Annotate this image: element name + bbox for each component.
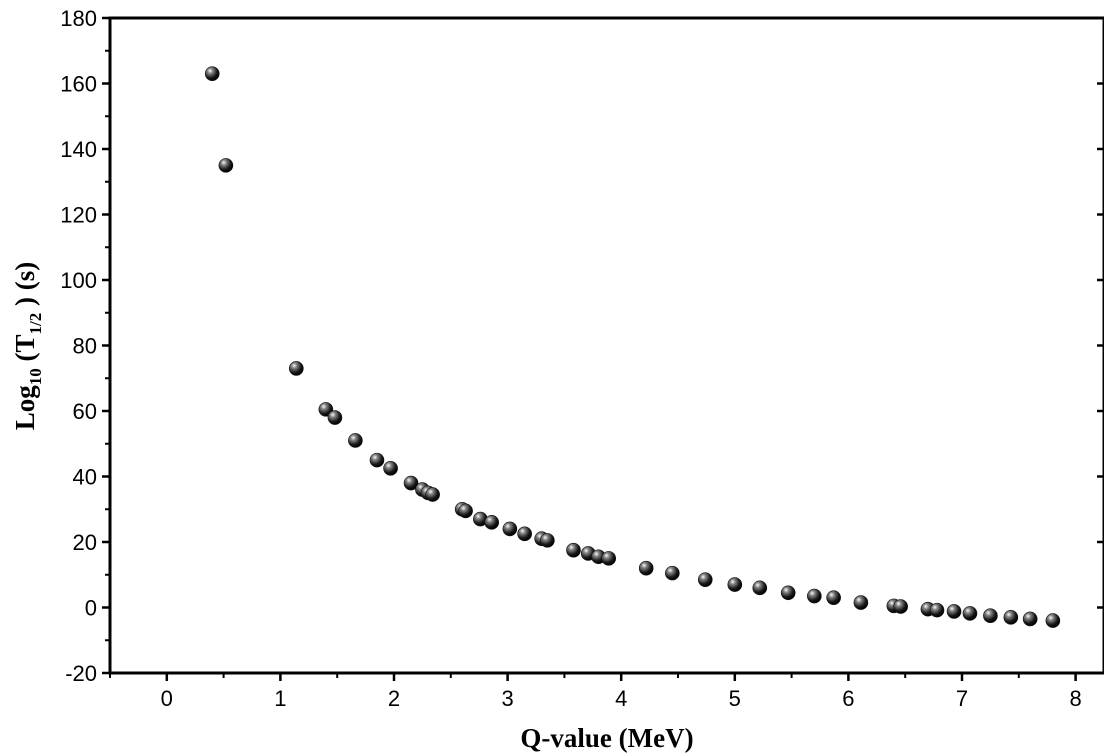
y-axis-title-suffix: ) (s)	[10, 262, 40, 313]
data-point	[807, 588, 822, 604]
y-tick-label: 180	[60, 6, 97, 31]
data-point	[697, 572, 713, 587]
y-tick-label: 60	[73, 399, 97, 424]
x-tick-label: 1	[274, 686, 286, 711]
data-point	[218, 158, 234, 173]
data-point	[929, 602, 945, 618]
data-point	[780, 585, 796, 601]
data-point	[369, 452, 385, 468]
y-tick-label: 140	[60, 137, 97, 162]
tick-labels: 0 1 2 3 4 5 6 7 8 -20 0 20 40 60 80 100 120 140 160 180	[60, 6, 1081, 711]
y-tick-label: 160	[60, 72, 97, 97]
data-point	[425, 487, 440, 502]
data-point	[1045, 613, 1061, 628]
data-point	[665, 565, 680, 581]
data-point	[383, 461, 398, 476]
x-axis-title: Q-value (MeV)	[520, 723, 693, 753]
y-axis-title-sub1: 10	[26, 368, 45, 385]
data-point	[484, 515, 499, 530]
data-point	[289, 361, 304, 376]
data-point	[403, 475, 419, 491]
x-tick-label: 3	[501, 686, 513, 711]
y-tick-label: 20	[73, 530, 97, 555]
data-point	[204, 66, 220, 81]
data-point	[566, 542, 581, 558]
y-tick-label: 40	[73, 465, 97, 490]
data-point	[502, 521, 518, 537]
y-tick-label: 120	[60, 203, 97, 228]
y-tick-label: -20	[65, 661, 97, 686]
data-point	[540, 533, 555, 548]
data-point	[962, 606, 978, 621]
data-point	[893, 599, 908, 614]
y-tick-label: 0	[85, 596, 97, 621]
y-axis-title-group: Log10 (T1/2 ) (s)	[10, 262, 45, 430]
data-point	[327, 410, 343, 425]
x-tick-label: 7	[956, 686, 968, 711]
data-point	[348, 433, 363, 448]
axis-ticks	[102, 16, 1104, 681]
x-tick-label: 6	[842, 686, 854, 711]
data-point	[853, 595, 869, 610]
plot-frame	[108, 16, 1104, 675]
data-point	[638, 560, 654, 576]
x-tick-label: 4	[615, 686, 627, 711]
x-tick-label: 8	[1069, 686, 1081, 711]
y-axis-title-sub2: 1/2	[26, 313, 45, 335]
data-point	[983, 608, 998, 623]
y-axis-title: Log10 (T1/2 ) (s)	[10, 262, 45, 430]
y-tick-label: 100	[60, 268, 97, 293]
y-tick-label: 80	[73, 334, 97, 359]
data-point	[517, 526, 532, 542]
x-tick-label: 5	[729, 686, 741, 711]
y-axis-title-prefix: Log	[10, 385, 40, 431]
x-tick-label: 0	[161, 686, 173, 711]
data-point	[1022, 611, 1038, 627]
data-points	[204, 66, 1061, 628]
x-tick-label: 2	[388, 686, 400, 711]
data-point	[727, 577, 743, 592]
data-point	[601, 551, 617, 566]
data-point	[458, 503, 473, 519]
data-point	[1003, 610, 1019, 625]
y-axis-title-mid: (T	[10, 334, 40, 368]
data-point	[826, 590, 841, 605]
data-point	[946, 604, 962, 619]
data-point	[752, 580, 768, 596]
